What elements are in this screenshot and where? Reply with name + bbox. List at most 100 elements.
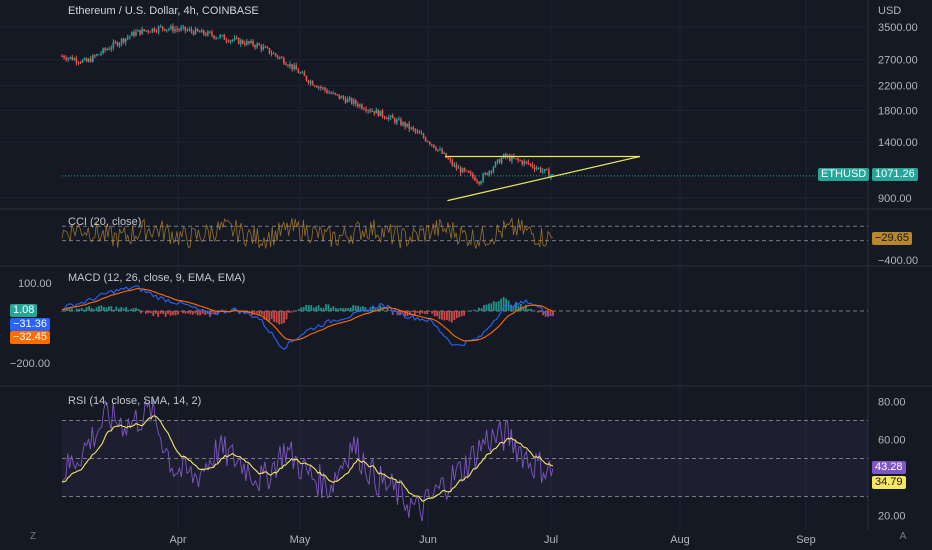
- candle-body: [525, 161, 528, 163]
- macd-histogram-bar: [93, 309, 95, 311]
- macd-histogram-bar: [359, 306, 362, 311]
- candle-body: [412, 127, 415, 130]
- candle-body: [435, 147, 437, 151]
- macd-histogram-bar: [433, 311, 436, 317]
- candle-body: [268, 48, 271, 54]
- candle-body: [430, 143, 433, 145]
- macd-histogram-bar: [78, 308, 81, 311]
- macd-histogram-bar: [490, 303, 493, 311]
- candle-body: [94, 55, 96, 57]
- macd-histogram-bar: [135, 307, 137, 311]
- candle-body: [131, 32, 133, 36]
- candle-body: [285, 63, 287, 66]
- candle-body: [184, 26, 187, 31]
- candle-body: [476, 180, 478, 182]
- cci-title: CCI (20, close): [68, 216, 142, 228]
- candle-body: [305, 75, 308, 81]
- currency-label: USD: [878, 5, 902, 17]
- candle-body: [219, 35, 221, 38]
- candle-body: [122, 38, 125, 43]
- candle-body: [426, 141, 429, 143]
- macd-histogram-bar: [337, 308, 340, 311]
- macd-histogram-bar: [95, 307, 98, 311]
- candle-body: [535, 168, 538, 170]
- candle-body: [180, 27, 182, 30]
- macd-histogram-bar: [189, 311, 192, 315]
- macd-histogram-bar: [214, 311, 216, 315]
- price-tick-label: 1400.00: [878, 137, 918, 149]
- macd-histogram-bar: [552, 311, 554, 316]
- macd-histogram-bar: [209, 311, 211, 318]
- candle-body: [157, 26, 160, 32]
- candle-body: [92, 55, 94, 62]
- time-tick-label: Apr: [169, 534, 186, 546]
- macd-histogram-bar: [537, 311, 540, 313]
- candle-body: [133, 32, 135, 36]
- candle-body: [258, 43, 261, 46]
- candle-body: [400, 119, 402, 126]
- candle-body: [124, 38, 127, 43]
- macd-histogram-bar: [460, 311, 463, 317]
- macd-histogram-bar: [404, 311, 406, 317]
- macd-histogram-bar: [117, 308, 120, 311]
- candle-body: [89, 58, 92, 62]
- macd-histogram-bar: [448, 311, 451, 322]
- macd-histogram-bar: [283, 311, 285, 323]
- candle-body: [112, 42, 115, 48]
- candle-body: [441, 149, 443, 154]
- macd-histogram-bar: [441, 311, 443, 320]
- candle-body: [270, 53, 273, 55]
- macd-histogram-bar: [475, 310, 478, 312]
- candle-body: [77, 62, 80, 64]
- macd-histogram-bar: [122, 308, 125, 311]
- macd-histogram-bar: [411, 311, 414, 312]
- macd-histogram-bar: [320, 307, 322, 311]
- candle-body: [186, 30, 189, 32]
- candle-body: [223, 34, 226, 40]
- macd-signal-line: [61, 287, 554, 342]
- macd-histogram-bar: [483, 304, 485, 311]
- macd-histogram-bar: [172, 311, 174, 316]
- auto-scale-button[interactable]: A: [899, 531, 907, 542]
- candle-body: [61, 55, 63, 57]
- macd-histogram-bar: [428, 311, 431, 312]
- macd-histogram-bar: [167, 311, 169, 314]
- macd-histogram-bar: [470, 310, 473, 311]
- candle-body: [309, 81, 312, 84]
- candle-body: [439, 149, 441, 151]
- candle-body: [67, 58, 69, 60]
- macd-histogram-bar: [539, 311, 542, 313]
- candle-body: [207, 31, 209, 36]
- macd-histogram-bar: [352, 305, 355, 311]
- macd-histogram-bar: [438, 311, 441, 320]
- candle-body: [165, 29, 168, 31]
- candle-body: [519, 160, 521, 162]
- macd-line-badge: −31.36: [10, 318, 50, 331]
- macd-histogram-bar: [408, 311, 411, 315]
- macd-histogram-bar: [515, 302, 517, 311]
- candle-body: [83, 58, 86, 60]
- candle-body: [394, 118, 396, 123]
- macd-histogram-bar: [265, 311, 268, 321]
- candle-body: [383, 116, 386, 119]
- macd-histogram-bar: [497, 300, 500, 311]
- candle-body: [114, 42, 117, 44]
- timezone-button[interactable]: Z: [29, 531, 37, 542]
- macd-histogram-bar: [98, 305, 100, 311]
- candle-body: [287, 65, 289, 67]
- candle-body: [145, 30, 148, 32]
- macd-histogram-bar: [485, 304, 488, 311]
- candle-body: [211, 32, 213, 36]
- candle-body: [422, 134, 425, 138]
- macd-histogram-bar: [305, 304, 308, 311]
- rsi-title: RSI (14, close, SMA, 14, 2): [68, 395, 202, 407]
- macd-histogram-bar: [542, 311, 545, 316]
- candle-body: [428, 142, 431, 144]
- macd-histogram-bar: [130, 308, 132, 311]
- macd-histogram-bar: [233, 308, 236, 311]
- candle-body: [326, 90, 328, 93]
- candle-body: [168, 28, 170, 30]
- macd-histogram-bar: [347, 307, 350, 311]
